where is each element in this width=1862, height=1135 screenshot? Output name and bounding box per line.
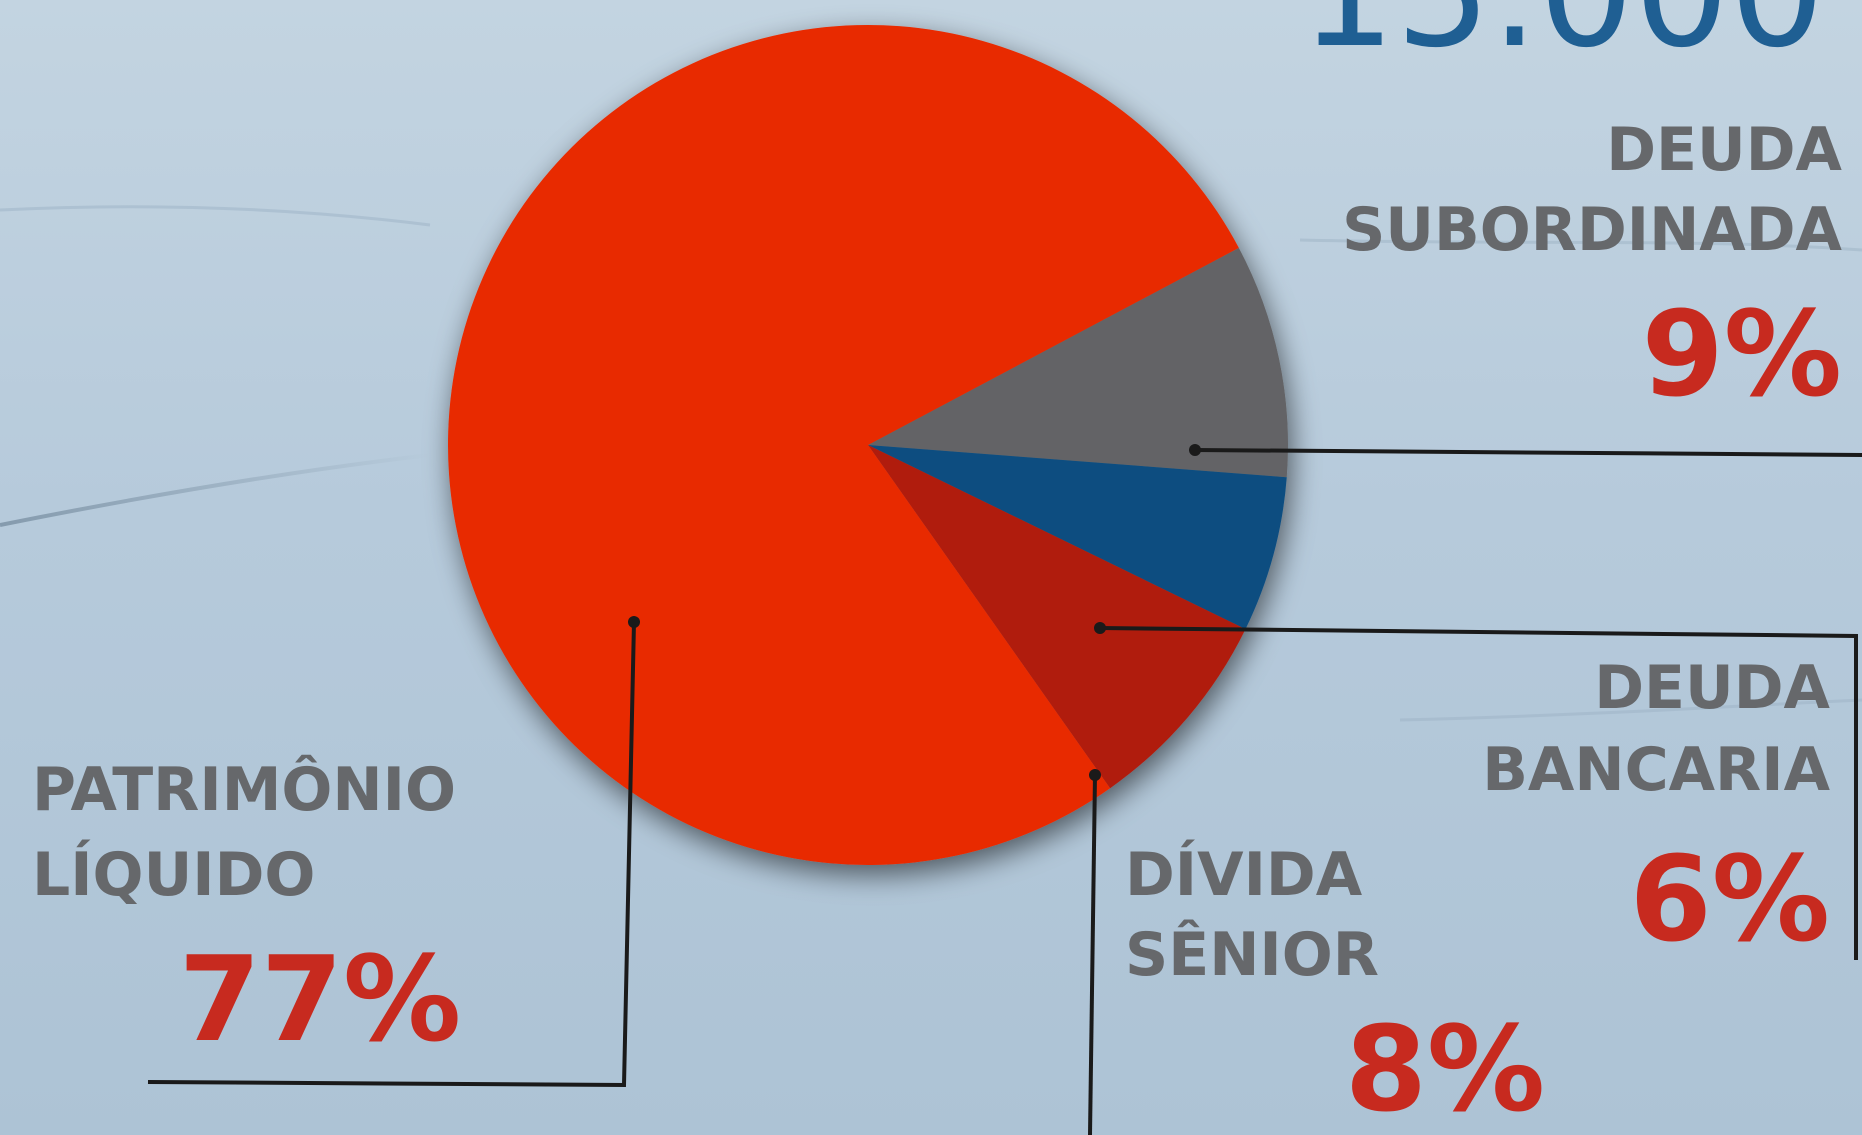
slice-label-3-line-1: LÍQUIDO — [32, 838, 315, 910]
slice-percent-3: 77% — [179, 930, 461, 1068]
leader-dot-3 — [628, 616, 640, 628]
pie-slice-1 — [868, 445, 1287, 630]
pie-slice-3 — [448, 25, 1239, 866]
leader-line-1 — [1099, 626, 1858, 960]
slice-label-2-line-1: SÊNIOR — [1125, 918, 1379, 990]
leader-lines — [147, 444, 1862, 1135]
slice-label-0-line-1: SUBORDINADA — [1342, 195, 1842, 265]
pie-slice-2 — [868, 445, 1246, 789]
leader-line-0 — [1194, 448, 1862, 457]
leader-dot-0 — [1189, 444, 1201, 456]
pie-slice-0 — [868, 247, 1288, 478]
slice-label-1-line-0: DEUDA — [1594, 653, 1830, 723]
slice-label-3-line-0: PATRIMÔNIO — [32, 754, 456, 825]
leader-dot-2 — [1089, 769, 1101, 781]
slice-label-1-line-1: BANCARIA — [1482, 735, 1830, 805]
leader-line-3 — [147, 621, 636, 1088]
leader-dot-1 — [1094, 622, 1106, 634]
slice-percent-0: 9% — [1642, 285, 1842, 423]
background-texture — [0, 205, 1862, 722]
header-number: 15.000 — [1300, 0, 1825, 81]
pie-slices — [448, 25, 1288, 866]
slice-label-0-line-0: DEUDA — [1606, 115, 1842, 185]
slice-label-2-line-0: DÍVIDA — [1125, 838, 1363, 910]
slice-percent-1: 6% — [1630, 830, 1830, 968]
leader-line-2 — [1088, 774, 1097, 1135]
slice-labels: DEUDA SUBORDINADA 9% DEUDA BANCARIA 6% DÍVIDA S… — [32, 115, 1843, 1135]
slice-percent-2: 8% — [1345, 1000, 1545, 1135]
